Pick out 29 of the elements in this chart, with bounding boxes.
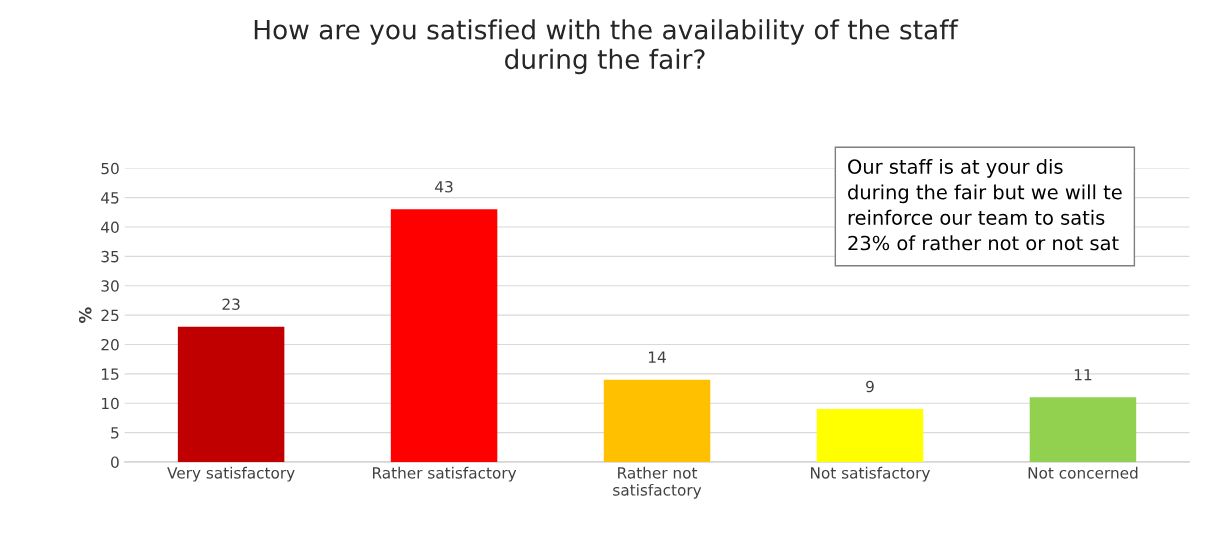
- y-axis-title: %: [78, 307, 92, 323]
- y-tick-label: 5: [111, 427, 119, 439]
- bar: [1029, 397, 1137, 462]
- y-tick-label: 0: [111, 456, 119, 468]
- y-tick-label: 10: [102, 397, 119, 410]
- bar: [390, 209, 498, 462]
- y-tick-label: 15: [102, 368, 119, 380]
- y-tick-label: 45: [101, 192, 119, 204]
- x-tick-label: Rather satisfactory: [372, 466, 517, 482]
- y-tick-label: 35: [101, 250, 119, 263]
- chart-title: How are you satisfied with the availability of the staff during the fair?: [254, 19, 959, 75]
- x-tick-label: Very satisfactory: [167, 466, 295, 482]
- annotation: Our staff is at your dis during the fair but we will te reinforce our team to satis 23% of rather not or not sat: [848, 158, 1122, 251]
- y-tick-label: 50: [101, 162, 119, 175]
- data-label: 43: [435, 180, 453, 193]
- x-tick-label: Rather not satisfactory: [613, 466, 702, 499]
- data-label: 14: [648, 351, 666, 363]
- y-tick-label: 40: [101, 221, 119, 233]
- x-tick-label: Not satisfactory: [811, 466, 931, 482]
- bar: [603, 379, 711, 462]
- bar: [816, 409, 924, 462]
- y-tick-label: 25: [101, 309, 119, 322]
- y-tick-label: 30: [101, 280, 119, 292]
- x-tick-label: Not concerned: [1028, 466, 1138, 479]
- bar: [177, 326, 285, 462]
- data-label: 23: [222, 298, 240, 310]
- y-tick-label: 20: [101, 338, 119, 351]
- data-label: 11: [1074, 369, 1092, 381]
- data-label: 9: [866, 380, 874, 393]
